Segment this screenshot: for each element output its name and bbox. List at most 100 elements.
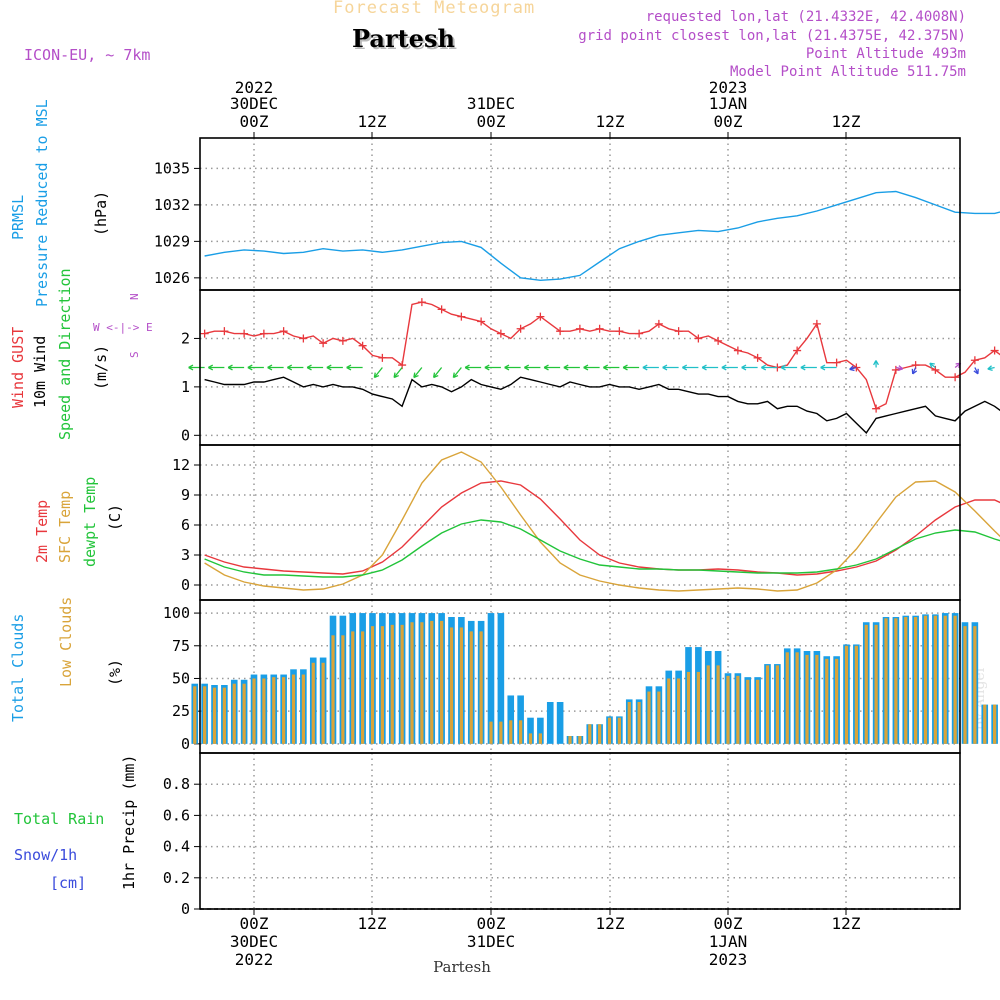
wind-arrow-head — [701, 364, 707, 371]
low-cloud-bar — [252, 678, 256, 744]
wind-arrow-head — [247, 364, 253, 371]
low-cloud-bar — [469, 631, 473, 744]
total-cloud-bar — [527, 717, 534, 744]
low-cloud-bar — [657, 691, 661, 744]
gust-marker — [319, 339, 328, 348]
wind-arrow-head — [849, 365, 855, 372]
low-cloud-bar — [262, 678, 266, 744]
low-cloud-bar — [449, 627, 454, 744]
low-cloud-bar — [884, 618, 888, 744]
wind-arrow-head — [563, 364, 569, 371]
y-tick-label: 75 — [172, 637, 190, 655]
wind-arrow-head — [741, 364, 747, 371]
y-tick-label: 0.6 — [163, 806, 190, 824]
low-cloud-bar — [459, 627, 463, 744]
wind-arrow-head — [346, 364, 352, 371]
location-title: Partesh — [352, 24, 455, 53]
gust-marker — [417, 298, 426, 307]
precip-labels: Total Rain Snow/1h [cm] 1hr Precip (mm) — [14, 755, 138, 892]
gust-marker — [358, 341, 367, 350]
wind-arrow-head — [326, 364, 332, 371]
chart-title: Forecast Meteogram — [333, 0, 536, 18]
wind-arrow-head — [761, 364, 767, 371]
gust-marker — [832, 358, 841, 367]
gust-marker — [615, 327, 624, 336]
wind-arrow-head — [622, 364, 628, 371]
temp-labels: 2m Temp SFC Temp dewpt Temp (C) — [33, 477, 124, 567]
wind-arrow-head — [188, 364, 194, 371]
total-cloud-bar — [556, 702, 564, 744]
gust-marker — [516, 324, 525, 333]
wind-arrow-head — [543, 364, 549, 371]
gust-marker — [635, 329, 644, 338]
gust-marker — [338, 336, 347, 345]
y-tick-label: 1032 — [154, 196, 190, 214]
gust-marker — [378, 353, 387, 362]
y-tick-label: 0 — [181, 900, 190, 918]
wind-arrow-head — [929, 362, 935, 369]
clouds-unit: (%) — [106, 659, 124, 686]
wind-arrow-head — [642, 364, 648, 371]
model-name: ICON-EU, ~ 7km — [24, 46, 151, 64]
wind-direction-arrow — [373, 367, 383, 378]
low-cloud-bar — [311, 662, 315, 744]
low-cloud-bar — [923, 615, 928, 744]
prmsl-label: PRMSL — [9, 195, 27, 240]
snow-unit-label: [cm] — [50, 874, 86, 892]
low-cloud-bar — [568, 736, 572, 744]
low-cloud-bar — [272, 677, 276, 744]
wind-arrow-head — [800, 364, 806, 371]
wind-arrow-head — [373, 372, 380, 379]
wind-label: 10m Wind — [31, 336, 49, 408]
sfc-temp-label: SFC Temp — [56, 491, 74, 563]
y-tick-label: 9 — [181, 486, 190, 504]
y-tick-label: 50 — [172, 669, 190, 687]
wind-arrow-head — [208, 364, 214, 371]
gust-marker — [200, 329, 209, 338]
y-tick-label: 25 — [172, 702, 190, 720]
sfc-temp-line — [204, 451, 1000, 592]
low-cloud-bar — [795, 652, 799, 744]
dewpt-line — [204, 519, 1000, 578]
wind-arrow-head — [721, 364, 727, 371]
wind-arrow-head — [897, 365, 904, 371]
gust-marker — [496, 329, 505, 338]
low-cloud-bar — [420, 622, 424, 744]
low-cloud-bar — [943, 615, 947, 744]
low-cloud-bar — [775, 665, 779, 744]
low-cloud-bar — [864, 624, 868, 744]
low-cloud-bar — [696, 671, 700, 744]
bottom-date-label: 1JAN — [709, 932, 748, 951]
low-cloud-bar — [222, 687, 226, 744]
low-cloud-bar — [756, 679, 760, 744]
total-clouds-label: Total Clouds — [9, 614, 27, 722]
gust-marker — [674, 327, 683, 336]
wind-labels: Wind GUST 10m Wind Speed and Direction (… — [9, 268, 153, 440]
gust-marker — [259, 329, 268, 338]
low-cloud-bar — [805, 654, 809, 744]
low-cloud-bar — [479, 631, 483, 744]
top-date-label: 31DEC — [467, 94, 515, 113]
gust-marker — [970, 356, 979, 365]
low-cloud-bar — [874, 624, 878, 744]
y-tick-label: 0.2 — [163, 869, 190, 887]
gust-marker — [477, 317, 486, 326]
gust-marker — [694, 334, 703, 343]
gust-label: Wind GUST — [9, 327, 27, 408]
y-tick-label: 1026 — [154, 269, 190, 287]
bottom-hour-label: 00Z — [240, 914, 269, 933]
low-cloud-bar — [706, 665, 710, 744]
low-cloud-bar — [430, 620, 434, 744]
low-cloud-bar — [232, 683, 236, 744]
total-cloud-bar — [497, 613, 505, 744]
low-cloud-bar — [736, 675, 740, 744]
low-cloud-bar — [765, 665, 770, 744]
low-cloud-bar — [321, 662, 325, 744]
total-cloud-bar — [537, 717, 544, 744]
wind-arrow-head — [432, 372, 439, 379]
grid-point-coords: grid point closest lon,lat (21.4375E, 42… — [578, 28, 966, 44]
low-cloud-bar — [331, 635, 335, 744]
wind-arrow-head — [682, 364, 688, 371]
gust-marker — [951, 373, 960, 382]
gust-marker — [812, 319, 821, 328]
